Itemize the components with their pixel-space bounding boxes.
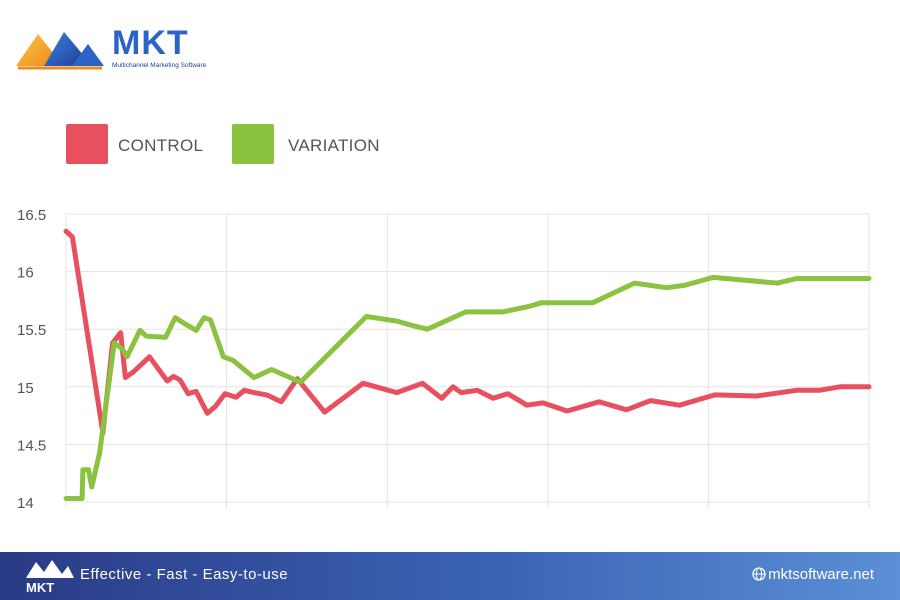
brand-tagline: Multichannel Marketing Software [112,62,207,69]
line-chart: 14 14.5 15 15.5 16 16.5 [17,207,872,512]
legend-label-control: CONTROL [118,136,204,155]
website-label: mktsoftware.net [768,566,874,583]
y-tick-label: 15 [17,380,34,397]
mkt-logo: MKT Multichannel Marketing Software [14,22,214,74]
legend-swatch-control [66,124,108,164]
chart-grid [65,213,870,508]
svg-text:MKT: MKT [26,580,54,595]
brand-name: MKT [112,24,189,62]
y-tick-label: 14.5 [17,437,46,454]
chart-series [63,228,872,501]
series-line-control [63,228,872,436]
y-tick-label: 16 [17,265,34,282]
footer-logo-icon: MKT [26,560,74,595]
legend-swatch-variation [232,124,274,164]
footer-slogan: Effective - Fast - Easy-to-use [80,566,289,583]
series-line-variation [63,274,872,501]
y-tick-label: 14 [17,495,34,512]
y-axis-ticks: 14 14.5 15 15.5 16 16.5 [17,207,46,512]
globe-icon [752,567,766,581]
footer-banner: MKT Effective - Fast - Easy-to-use mktso… [0,552,900,600]
legend-label-variation: VARIATION [288,136,380,155]
y-tick-label: 16.5 [17,207,46,224]
y-tick-label: 15.5 [17,322,46,339]
footer-website[interactable]: mktsoftware.net [752,566,874,583]
mountain-logo-icon [16,32,104,70]
